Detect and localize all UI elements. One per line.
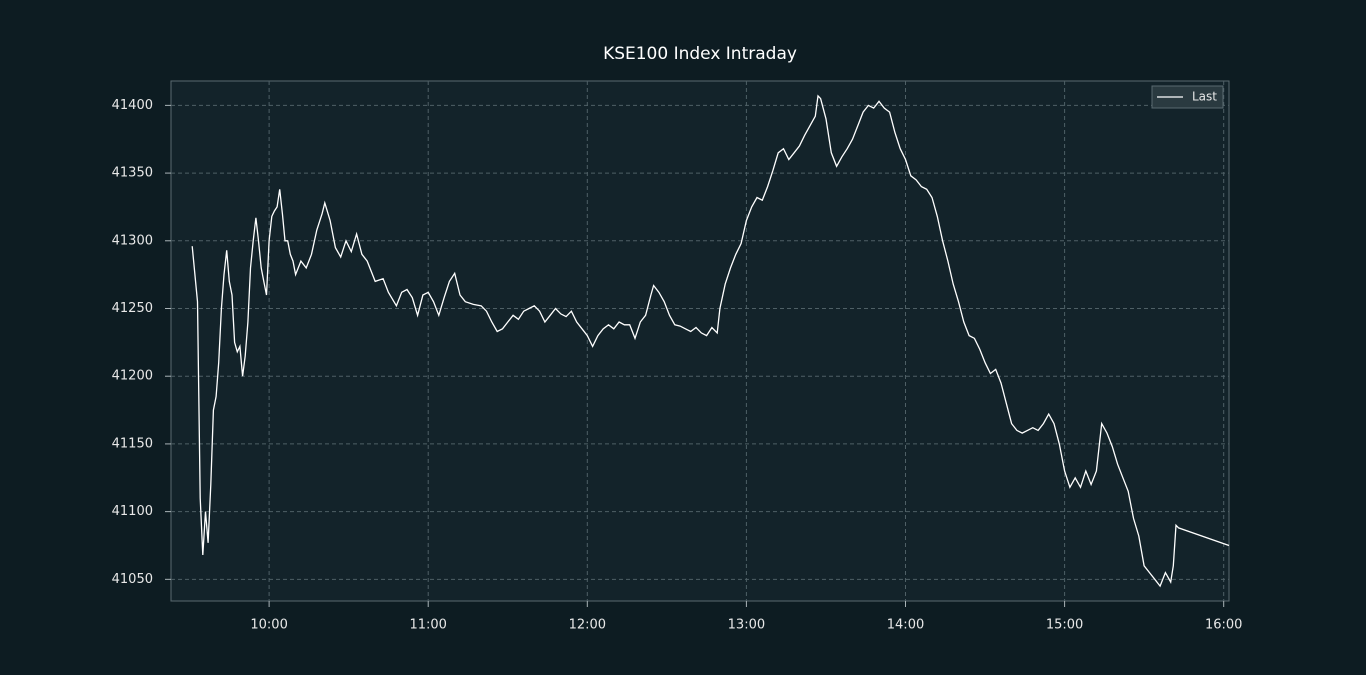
chart-title: KSE100 Index Intraday [603, 44, 797, 64]
y-tick-label: 41200 [112, 369, 153, 384]
y-tick-label: 41300 [112, 233, 153, 248]
legend-label: Last [1192, 90, 1217, 104]
x-tick-label: 12:00 [569, 618, 606, 633]
x-tick-label: 14:00 [887, 618, 924, 633]
y-tick-label: 41100 [112, 504, 153, 519]
x-tick-label: 10:00 [250, 618, 287, 633]
x-tick-label: 15:00 [1046, 618, 1083, 633]
line-series [191, 94, 1230, 588]
y-tick-label: 41350 [112, 166, 153, 181]
y-tick-label: 41250 [112, 301, 153, 316]
x-tick-label: 16:00 [1205, 618, 1242, 633]
plot-area [170, 80, 1230, 602]
y-tick-label: 41400 [112, 98, 153, 113]
x-tick-label: 11:00 [409, 618, 446, 633]
y-tick-label: 41050 [112, 572, 153, 587]
y-tick-label: 41150 [112, 436, 153, 451]
legend-box [1151, 85, 1224, 109]
x-tick-label: 13:00 [728, 618, 765, 633]
